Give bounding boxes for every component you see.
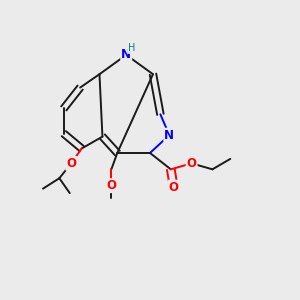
Text: O: O <box>169 181 179 194</box>
Text: H: H <box>128 44 135 53</box>
Text: O: O <box>106 179 116 192</box>
Text: N: N <box>164 129 174 142</box>
Text: O: O <box>66 157 76 170</box>
Text: N: N <box>121 48 131 62</box>
Text: O: O <box>187 157 196 170</box>
